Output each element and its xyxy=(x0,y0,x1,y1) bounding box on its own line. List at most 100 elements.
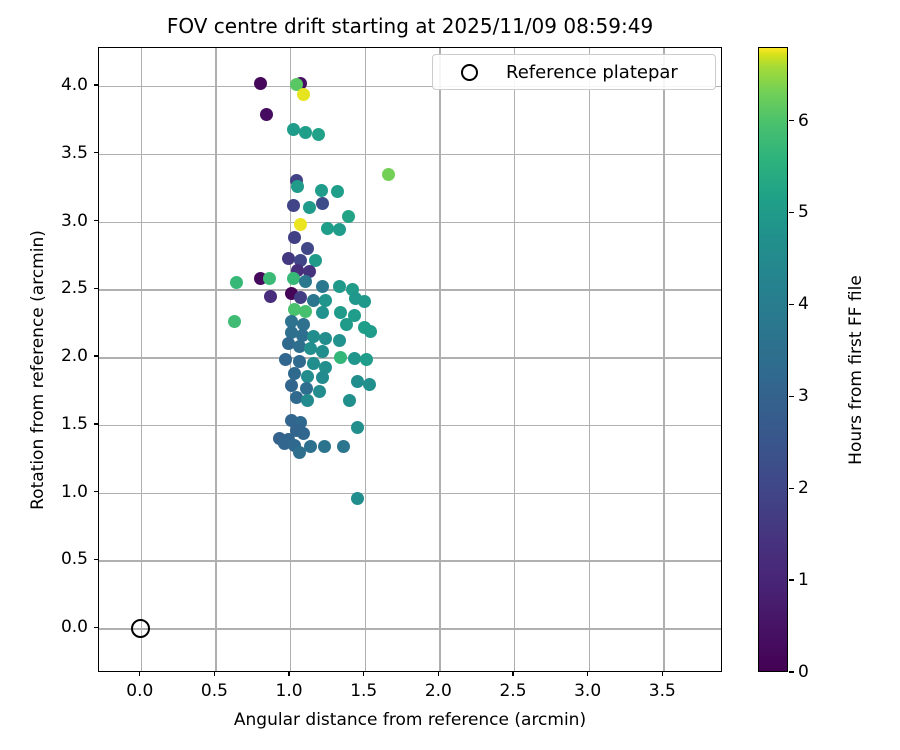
scatter-point xyxy=(302,201,316,215)
scatter-point xyxy=(262,271,276,285)
scatter-point xyxy=(316,370,330,384)
gridline-horizontal-5 xyxy=(99,289,721,291)
colorbar-tick-label: 0 xyxy=(798,662,809,682)
colorbar-tick-label: 5 xyxy=(798,202,809,223)
scatter-point xyxy=(307,330,321,344)
scatter-point xyxy=(294,290,308,304)
scatter-point xyxy=(285,379,299,393)
scatter-point xyxy=(286,122,300,136)
scatter-point xyxy=(282,337,296,351)
gridline-vertical-6 xyxy=(588,48,591,671)
y-tick-mark xyxy=(94,219,98,222)
scatter-point xyxy=(301,242,315,256)
scatter-point xyxy=(288,231,302,245)
scatter-point xyxy=(289,391,303,405)
gridline-horizontal-0 xyxy=(99,628,721,630)
colorbar-label: Hours from first FF file xyxy=(846,275,866,465)
x-axis-label: Angular distance from reference (arcmin) xyxy=(233,710,587,730)
x-tick-label: 3.0 xyxy=(574,681,602,701)
y-tick-mark xyxy=(94,287,98,289)
scatter-point xyxy=(307,293,321,307)
y-tick-label: 3.0 xyxy=(60,210,88,231)
scatter-point xyxy=(286,271,300,285)
colorbar-tick-mark xyxy=(789,395,794,397)
scatter-point xyxy=(294,217,308,231)
x-tick-mark xyxy=(512,672,514,676)
scatter-point xyxy=(359,353,373,367)
reference-platepar-marker xyxy=(131,618,151,638)
scatter-point xyxy=(229,276,243,290)
scatter-point xyxy=(316,197,330,211)
y-tick-label: 2.0 xyxy=(60,346,88,367)
y-tick-mark xyxy=(94,558,98,561)
scatter-point xyxy=(264,289,278,303)
y-axis-label: Rotation from reference (arcmin) xyxy=(28,230,48,510)
scatter-point xyxy=(286,198,300,212)
y-tick-mark xyxy=(94,491,98,493)
scatter-point xyxy=(298,304,312,318)
scatter-point xyxy=(295,328,309,342)
y-tick-label: 2.5 xyxy=(60,278,88,299)
colorbar-tick-label: 2 xyxy=(798,478,809,499)
scatter-point xyxy=(288,303,302,317)
scatter-point xyxy=(288,366,302,380)
scatter-point xyxy=(301,393,315,407)
scatter-point xyxy=(341,209,355,223)
scatter-point xyxy=(297,87,311,101)
scatter-point xyxy=(292,445,306,459)
x-tick-mark xyxy=(213,672,216,676)
colorbar-tick-mark xyxy=(789,119,794,122)
y-tick-label: 1.0 xyxy=(60,481,88,502)
y-tick-mark xyxy=(94,355,98,357)
scatter-point xyxy=(334,305,348,319)
scatter-point xyxy=(350,421,364,435)
scatter-point xyxy=(277,437,291,451)
gridline-vertical-5 xyxy=(514,48,516,671)
scatter-point xyxy=(316,280,330,294)
colorbar-tick-label: 3 xyxy=(798,386,809,407)
scatter-point xyxy=(279,353,293,367)
scatter-point xyxy=(337,440,351,454)
scatter-point xyxy=(228,315,242,329)
scatter-point xyxy=(347,351,361,365)
scatter-point xyxy=(332,280,346,294)
y-tick-mark xyxy=(94,84,98,86)
scatter-point xyxy=(314,183,328,197)
scatter-point xyxy=(332,223,346,237)
gridline-horizontal-8 xyxy=(99,85,721,88)
colorbar-tick-mark xyxy=(789,303,794,305)
scatter-point xyxy=(292,354,306,368)
scatter-point xyxy=(307,357,321,371)
y-tick-mark xyxy=(94,626,98,628)
scatter-point xyxy=(334,350,348,364)
gridline-horizontal-1 xyxy=(99,560,721,562)
scatter-point xyxy=(253,76,267,90)
scatter-point xyxy=(297,426,311,440)
reference-layer xyxy=(99,48,721,671)
scatter-point xyxy=(332,334,346,348)
scatter-point xyxy=(285,326,299,340)
scatter-point xyxy=(331,185,345,199)
legend-circle-icon xyxy=(461,63,478,81)
x-tick-label: 1.5 xyxy=(350,681,378,701)
y-tick-label: 3.5 xyxy=(60,142,88,163)
x-tick-label: 0.0 xyxy=(126,681,154,701)
x-tick-label: 2.0 xyxy=(424,681,452,701)
scatter-point xyxy=(340,318,354,332)
scatter-point xyxy=(320,221,334,235)
x-tick-mark xyxy=(363,672,365,676)
scatter-point xyxy=(350,375,364,388)
scatter-point xyxy=(304,342,318,356)
x-tick-label: 3.5 xyxy=(648,681,676,701)
gridline-horizontal-4 xyxy=(99,357,721,359)
y-tick-label: 0.5 xyxy=(60,549,88,570)
legend: Reference platepar xyxy=(432,54,716,90)
scatter-point xyxy=(319,331,333,345)
gridline-vertical-7 xyxy=(663,48,665,671)
scatter-point xyxy=(298,125,312,139)
scatter-point xyxy=(259,107,273,121)
y-tick-mark xyxy=(94,152,98,154)
scatter-point xyxy=(291,179,305,193)
scatter-point xyxy=(311,128,325,142)
y-tick-label: 1.5 xyxy=(60,413,88,434)
